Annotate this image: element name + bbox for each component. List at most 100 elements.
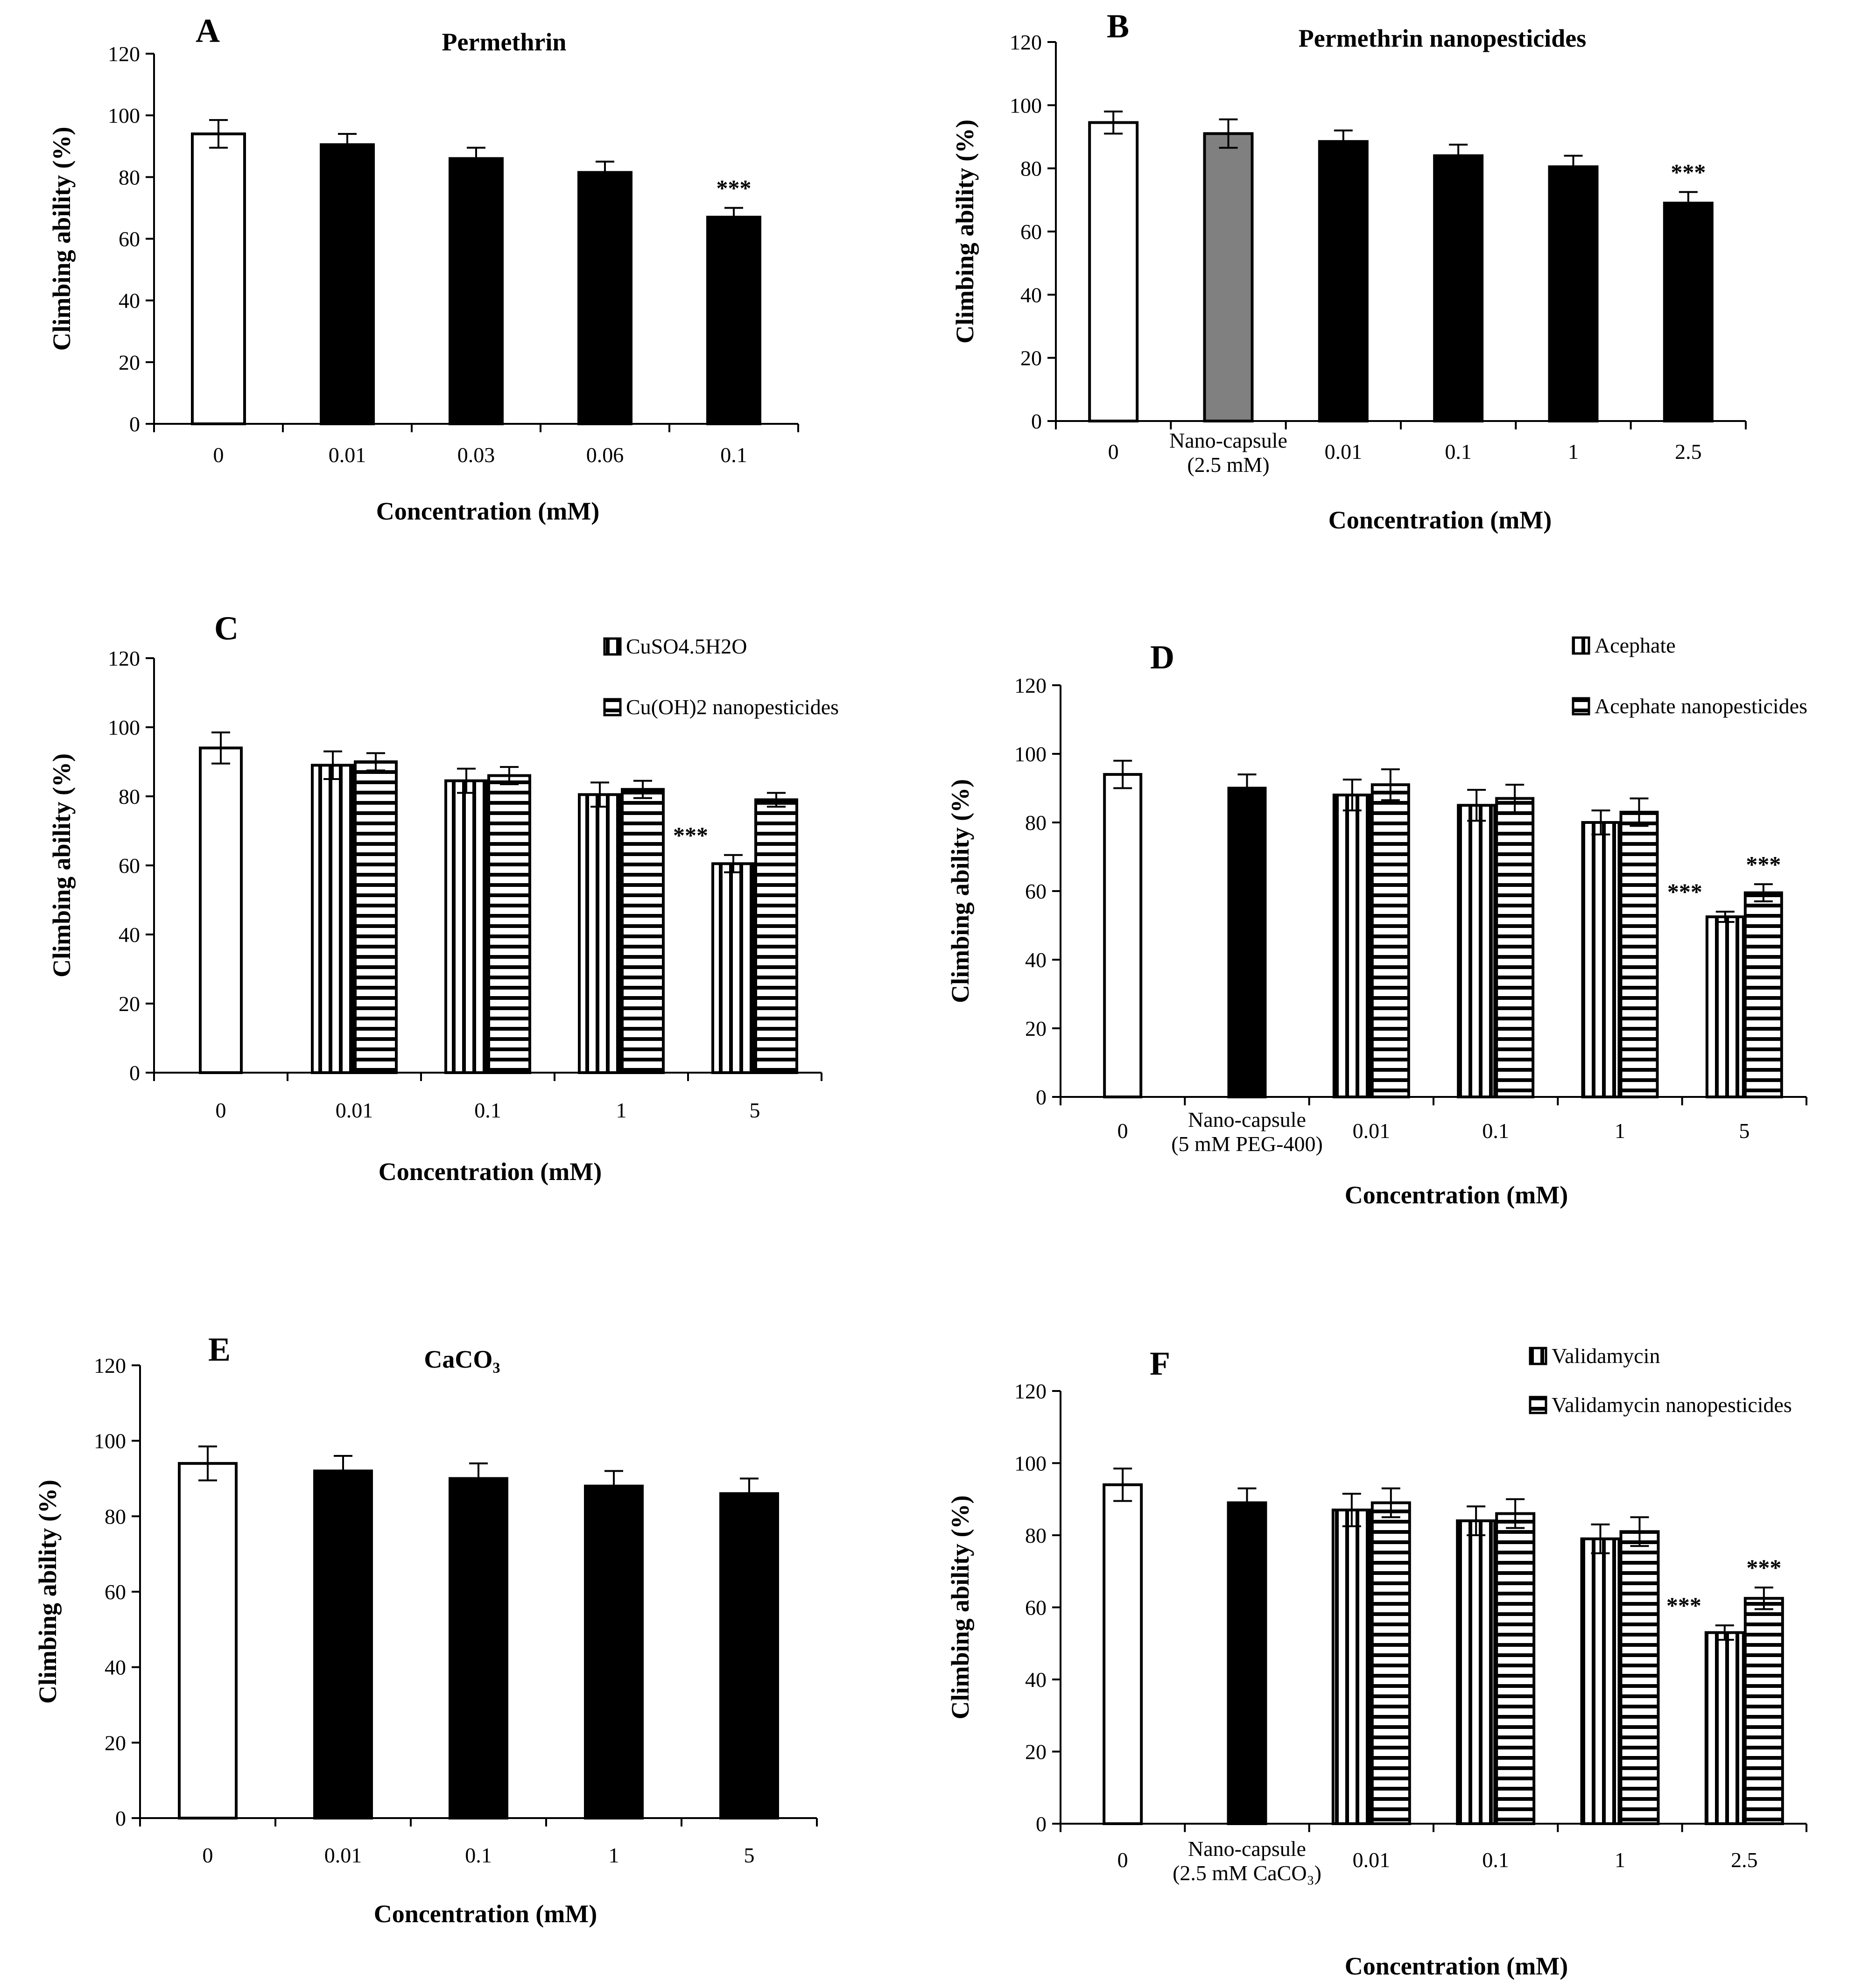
significance-marker: *** <box>1671 159 1706 185</box>
bar <box>191 132 246 426</box>
category-label: 0 <box>1117 1848 1128 1872</box>
bar <box>1743 891 1783 1099</box>
category-label: 0.1 <box>720 443 747 467</box>
bar <box>1203 132 1254 422</box>
y-tick-label: 100 <box>1014 742 1047 766</box>
bar <box>444 779 488 1074</box>
bar <box>1495 1512 1536 1825</box>
y-tick-label: 20 <box>1025 1017 1047 1040</box>
category-label: 0.1 <box>465 1843 492 1867</box>
category-label: 0.1 <box>1445 440 1472 464</box>
legend-swatch <box>1572 697 1590 716</box>
bar <box>1331 1508 1372 1826</box>
bar <box>1433 154 1484 423</box>
bar <box>706 216 761 425</box>
x-axis-label: Concentration (mM) <box>1345 1952 1568 1980</box>
panel-e: 0 20 40 60 80 100 120 0 0.01 0.1 1 5 E CaCO₃ Concentra… <box>34 1331 818 1928</box>
bar <box>584 1484 644 1820</box>
y-tick-label: 0 <box>115 1806 126 1830</box>
category-label: 1 <box>616 1098 627 1122</box>
bar <box>1227 787 1267 1098</box>
category-label: 5 <box>744 1843 755 1867</box>
y-tick-label: 80 <box>1025 1524 1047 1547</box>
y-tick-label: 100 <box>108 104 140 127</box>
category-label: 2.5 <box>1731 1848 1758 1872</box>
bar <box>1457 804 1497 1098</box>
bar <box>1663 202 1714 422</box>
bar <box>311 764 355 1074</box>
bar <box>1743 1597 1784 1825</box>
category-label: 1 <box>1615 1119 1625 1143</box>
category-label: 0 <box>216 1098 226 1122</box>
bar <box>1619 810 1659 1098</box>
y-tick-label: 20 <box>119 351 140 374</box>
y-tick-label: 120 <box>94 1354 126 1377</box>
y-tick-label: 120 <box>108 42 140 66</box>
panel-b: 0 20 40 60 80 100 120 0 Nano-capsule(2.5 mM) 0.01… <box>951 7 1747 534</box>
y-tick-label: 20 <box>1025 1740 1047 1764</box>
y-tick-label: 40 <box>1025 948 1047 972</box>
y-tick-label: 100 <box>94 1429 126 1453</box>
y-tick-label: 0 <box>129 1061 140 1085</box>
legend-label: Validamycin <box>1552 1344 1660 1368</box>
bar <box>487 774 531 1074</box>
y-tick-label: 20 <box>1020 346 1042 370</box>
legend-swatch <box>1529 1396 1547 1414</box>
y-tick-label: 120 <box>1014 1379 1047 1403</box>
category-label: 0.03 <box>457 443 495 467</box>
category-label: 0 <box>1108 440 1119 464</box>
y-tick-label: 120 <box>108 646 140 670</box>
bar <box>178 1462 238 1820</box>
y-axis-label: Climbing ability (%) <box>48 126 76 351</box>
legend-swatch <box>603 698 622 717</box>
category-label: 1 <box>1568 440 1579 464</box>
category-label: 0 <box>203 1843 213 1867</box>
y-tick-label: 60 <box>119 227 140 251</box>
significance-marker: *** <box>673 822 708 848</box>
y-tick-label: 80 <box>119 785 140 808</box>
category-label: Nano-capsule <box>1188 1837 1306 1861</box>
category-label: 1 <box>1615 1848 1625 1872</box>
bar <box>1548 165 1599 422</box>
y-tick-label: 40 <box>1025 1668 1047 1692</box>
panel-letter: B <box>1107 7 1129 45</box>
y-axis-label: Climbing ability (%) <box>946 779 974 1003</box>
x-axis-label: Concentration (mM) <box>1345 1181 1568 1209</box>
legend-label: Acephate nanopesticides <box>1595 694 1807 718</box>
significance-marker: *** <box>1746 1554 1781 1581</box>
legend: CuSO4.5H2O Cu(OH)2 nanopesticides <box>603 634 839 719</box>
bar <box>1103 1483 1143 1826</box>
y-tick-label: 0 <box>1031 409 1042 433</box>
y-tick-label: 40 <box>119 923 140 947</box>
category-label: (2.5 mM) <box>1187 453 1269 477</box>
panel-letter: E <box>208 1331 231 1368</box>
category-label: 0.1 <box>1482 1848 1509 1872</box>
bar <box>1580 1537 1621 1826</box>
panel-title: Permethrin <box>442 28 567 56</box>
category-label: 0 <box>213 443 224 467</box>
panel-letter: F <box>1150 1345 1170 1382</box>
y-tick-label: 120 <box>1010 30 1042 54</box>
category-label: 2.5 <box>1675 440 1702 464</box>
category-label: 5 <box>1739 1119 1750 1143</box>
x-axis-label: Concentration (mM) <box>1328 506 1552 534</box>
bar <box>719 1492 779 1819</box>
y-tick-label: 100 <box>1014 1452 1047 1475</box>
y-tick-label: 80 <box>1025 811 1047 835</box>
x-axis-label: Concentration (mM) <box>376 497 599 525</box>
legend-swatch <box>1572 636 1590 655</box>
bar <box>1370 1501 1411 1826</box>
y-tick-label: 0 <box>129 412 140 436</box>
x-axis-label: Concentration (mM) <box>374 1900 597 1928</box>
y-axis-label: Climbing ability (%) <box>48 753 76 977</box>
panel-d: 0 20 40 60 80 100 120 0 Nano-capsule(5 mM PEG-40… <box>946 633 1807 1209</box>
bar <box>1318 140 1369 422</box>
y-axis-label: Climbing ability (%) <box>951 119 979 344</box>
bar <box>1103 773 1143 1098</box>
bar <box>1495 797 1535 1099</box>
y-tick-label: 0 <box>1036 1812 1047 1836</box>
category-label: Nano-capsule <box>1188 1108 1306 1131</box>
y-tick-label: 40 <box>105 1656 126 1679</box>
bar <box>199 746 243 1074</box>
